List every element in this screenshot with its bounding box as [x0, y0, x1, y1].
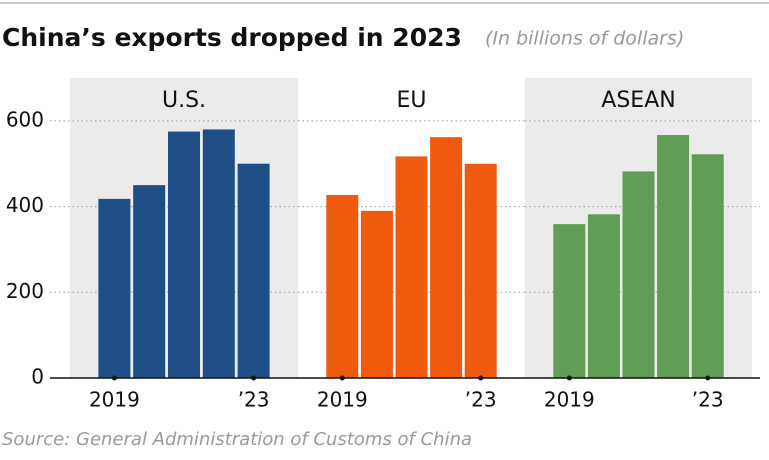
bar: [430, 137, 463, 378]
bar: [326, 195, 359, 378]
bar: [202, 129, 235, 378]
x-tick-label: ’23: [465, 388, 497, 412]
bar: [587, 214, 620, 378]
y-tick-label: 200: [6, 279, 44, 303]
panel-title: U.S.: [162, 88, 206, 113]
bar: [691, 154, 724, 378]
bar: [657, 135, 690, 378]
bar: [360, 210, 393, 378]
x-tick-label: ’23: [692, 388, 724, 412]
bar: [464, 163, 497, 378]
y-tick-label: 0: [31, 365, 44, 389]
x-tick-label: 2019: [317, 388, 368, 412]
y-tick-label: 600: [6, 107, 44, 131]
x-tick-label: ’23: [238, 388, 270, 412]
bar: [168, 131, 200, 378]
bar: [237, 163, 270, 378]
bar: [553, 224, 586, 378]
y-tick-label: 400: [6, 193, 44, 217]
x-tick-label: 2019: [89, 388, 140, 412]
bar: [395, 156, 428, 378]
bar: [98, 198, 131, 378]
x-tick-label: 2019: [544, 388, 595, 412]
source-note: Source: General Administration of Custom…: [2, 429, 472, 450]
bar: [622, 171, 655, 378]
bar: [133, 185, 166, 378]
chart-subtitle: (In billions of dollars): [485, 28, 684, 50]
panel-title: ASEAN: [601, 88, 675, 113]
panel-title: EU: [396, 88, 426, 113]
chart-title: China’s exports dropped in 2023: [2, 23, 462, 52]
